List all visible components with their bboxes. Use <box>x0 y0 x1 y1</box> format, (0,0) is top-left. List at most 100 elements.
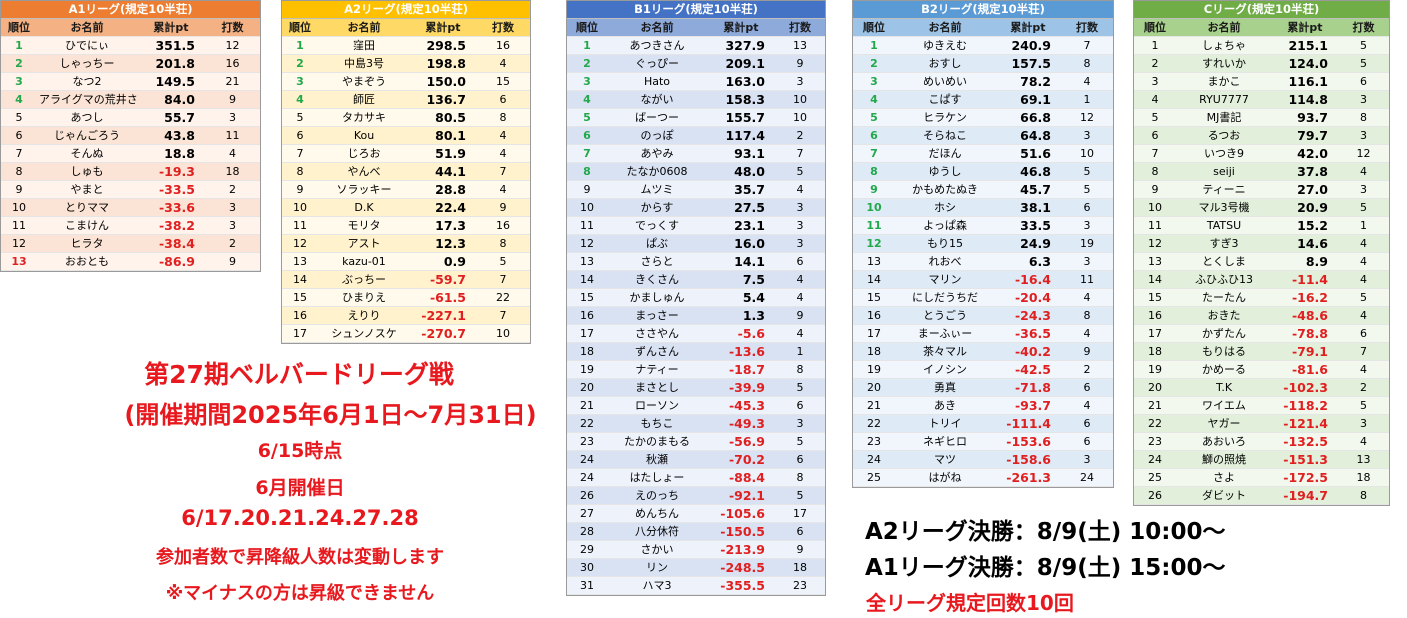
player-name: マル3号機 <box>1176 198 1272 217</box>
player-name: かましゅん <box>607 288 707 307</box>
rank-cell: 6 <box>1 126 37 145</box>
points-cell: 1.3 <box>707 306 775 325</box>
player-name: Kou <box>318 126 410 145</box>
rank-cell: 5 <box>567 108 607 127</box>
column-header-name: お名前 <box>607 18 707 37</box>
table-row: 14 きくさん 7.5 4 <box>567 270 826 289</box>
rank-cell: 11 <box>1134 216 1176 235</box>
table-row: 8 たなか0608 48.0 5 <box>567 162 826 181</box>
player-name: すぎ3 <box>1176 234 1272 253</box>
rank-cell: 1 <box>567 36 607 55</box>
rank-cell: 27 <box>567 504 607 523</box>
games-cell: 5 <box>1338 54 1390 73</box>
points-cell: 22.4 <box>410 198 476 217</box>
table-row: 19 ナティー -18.7 8 <box>567 360 826 379</box>
points-cell: -105.6 <box>707 504 775 523</box>
games-cell: 4 <box>775 288 826 307</box>
player-name: イノシン <box>895 360 995 379</box>
player-name: RYU7777 <box>1176 90 1272 109</box>
league-title: A1リーグ(規定10半荘) <box>1 1 261 19</box>
games-cell: 5 <box>775 486 826 505</box>
points-cell: -194.7 <box>1272 486 1338 505</box>
games-cell: 6 <box>1061 432 1114 451</box>
table-row: 29 さかい -213.9 9 <box>567 540 826 559</box>
rank-cell: 26 <box>567 486 607 505</box>
table-row: 1 しょちゃ 215.1 5 <box>1134 36 1390 55</box>
player-name: 茶々マル <box>895 342 995 361</box>
column-header-rank: 順位 <box>282 18 318 37</box>
games-cell: 6 <box>1338 324 1390 343</box>
table-row: 27 めんちん -105.6 17 <box>567 504 826 523</box>
rank-cell: 1 <box>282 36 318 55</box>
games-cell: 3 <box>205 108 261 127</box>
games-cell: 5 <box>1338 396 1390 415</box>
points-cell: -172.5 <box>1272 468 1338 487</box>
table-row: 7 だほん 51.6 10 <box>853 144 1114 163</box>
table-row: 16 とうごう -24.3 8 <box>853 306 1114 325</box>
points-cell: 124.0 <box>1272 54 1338 73</box>
player-name: Hato <box>607 72 707 91</box>
player-name: たかのまもる <box>607 432 707 451</box>
games-cell: 23 <box>775 576 826 595</box>
rank-cell: 7 <box>567 144 607 163</box>
games-cell: 7 <box>775 144 826 163</box>
games-cell: 11 <box>205 126 261 145</box>
table-row: 25 さよ -172.5 18 <box>1134 468 1390 487</box>
rank-cell: 15 <box>282 288 318 307</box>
games-cell: 5 <box>775 378 826 397</box>
table-row: 31 ハマ3 -355.5 23 <box>567 576 826 595</box>
rank-cell: 2 <box>1134 54 1176 73</box>
games-cell: 21 <box>205 72 261 91</box>
player-name: じろお <box>318 144 410 163</box>
games-cell: 16 <box>476 216 531 235</box>
rank-cell: 6 <box>1134 126 1176 145</box>
games-cell: 10 <box>775 108 826 127</box>
player-name: にしだうちだ <box>895 288 995 307</box>
table-row: 24 マツ -158.6 3 <box>853 450 1114 469</box>
table-row: 14 ぶっちー -59.7 7 <box>282 270 531 289</box>
rank-cell: 3 <box>1 72 37 91</box>
points-cell: 117.4 <box>707 126 775 145</box>
player-name: あつし <box>37 108 137 127</box>
player-name: たなか0608 <box>607 162 707 181</box>
player-name: トリイ <box>895 414 995 433</box>
column-header-rank: 順位 <box>1 18 37 37</box>
table-row: 1 ゆきえむ 240.9 7 <box>853 36 1114 55</box>
games-cell: 6 <box>1061 378 1114 397</box>
player-name: ローソン <box>607 396 707 415</box>
points-cell: 149.5 <box>137 72 205 91</box>
table-row: 21 ワイエム -118.2 5 <box>1134 396 1390 415</box>
player-name: ダビット <box>1176 486 1272 505</box>
rank-cell: 12 <box>567 234 607 253</box>
points-cell: 158.3 <box>707 90 775 109</box>
player-name: はがね <box>895 468 995 487</box>
player-name: ムツミ <box>607 180 707 199</box>
points-cell: 48.0 <box>707 162 775 181</box>
points-cell: -102.3 <box>1272 378 1338 397</box>
league-table-c: Cリーグ(規定10半荘) 順位 お名前 累計pt 打数 1 しょちゃ 215.1 5 2… <box>1133 0 1390 506</box>
table-row: 22 トリイ -111.4 6 <box>853 414 1114 433</box>
rank-cell: 30 <box>567 558 607 577</box>
points-cell: 17.3 <box>410 216 476 235</box>
column-header-games: 打数 <box>476 18 531 37</box>
table-row: 3 Hato 163.0 3 <box>567 72 826 91</box>
points-cell: -45.3 <box>707 396 775 415</box>
a2-final-schedule: A2リーグ決勝：8/9(土) 10:00～ <box>865 519 1226 545</box>
player-name: とくしま <box>1176 252 1272 271</box>
rank-cell: 8 <box>1 162 37 181</box>
rank-cell: 21 <box>1134 396 1176 415</box>
points-cell: -151.3 <box>1272 450 1338 469</box>
table-row: 4 こぱす 69.1 1 <box>853 90 1114 109</box>
table-row: 14 マリン -16.4 11 <box>853 270 1114 289</box>
table-row: 4 ながい 158.3 10 <box>567 90 826 109</box>
table-row: 26 えのっち -92.1 5 <box>567 486 826 505</box>
column-header-name: お名前 <box>1176 18 1272 37</box>
player-name: 八分休符 <box>607 522 707 541</box>
table-row: 4アライグマの荒井さん84.09 <box>1 90 261 109</box>
rank-cell: 9 <box>567 180 607 199</box>
games-cell: 7 <box>476 270 531 289</box>
games-cell: 10 <box>1061 144 1114 163</box>
table-row: 10 D.K 22.4 9 <box>282 198 531 217</box>
player-name: ヤガー <box>1176 414 1272 433</box>
player-name: あやみ <box>607 144 707 163</box>
